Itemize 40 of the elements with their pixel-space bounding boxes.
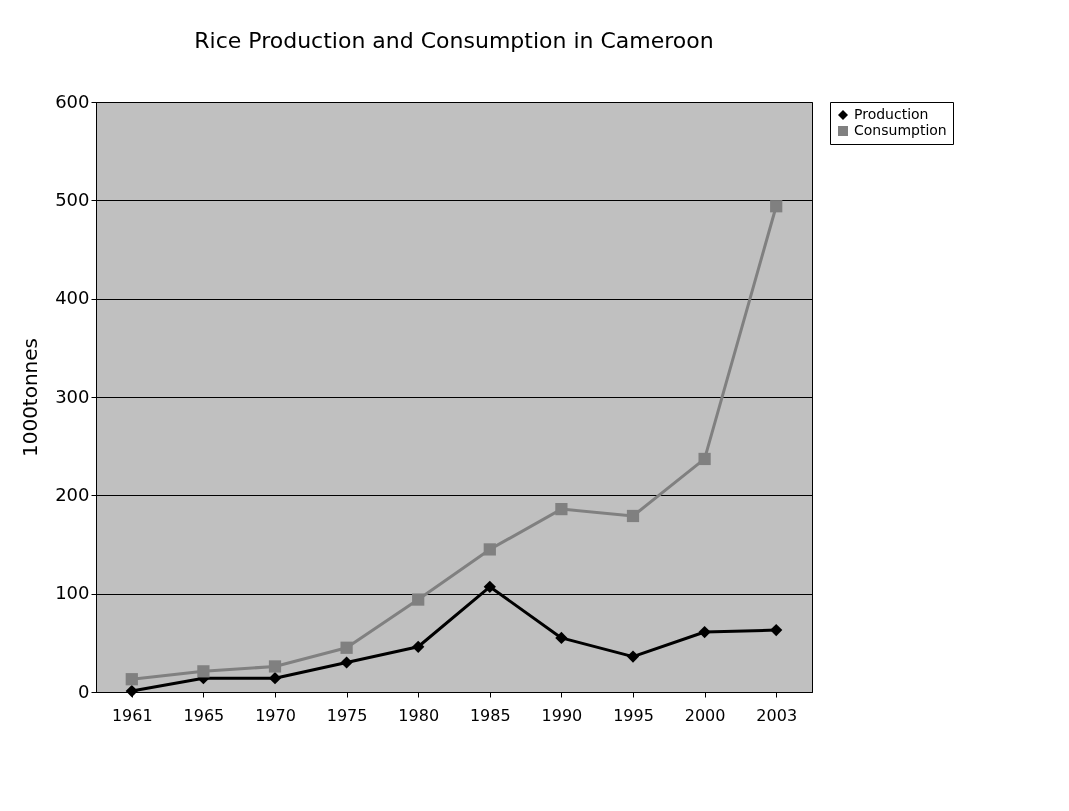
point [268, 672, 282, 685]
point [268, 660, 282, 673]
x-tick-label: 2000 [684, 705, 726, 725]
x-tick-label: 1961 [111, 705, 153, 725]
legend-label: Production [854, 106, 929, 122]
point [555, 502, 568, 516]
x-tick-label: 1985 [469, 705, 511, 725]
point [412, 640, 425, 653]
y-tick-label: 0 [78, 680, 90, 702]
x-tick-label: 1965 [183, 705, 225, 725]
y-tick-label: 500 [55, 188, 90, 210]
x-tick-label: 1980 [398, 705, 440, 725]
y-axis-title: 1000tonnes [18, 337, 43, 458]
y-tick-label: 400 [55, 287, 90, 309]
point [698, 452, 711, 466]
y-tick-label: 600 [55, 90, 90, 112]
x-tick-label: 1995 [613, 705, 654, 725]
point [698, 625, 711, 639]
x-tick-label: 2003 [756, 705, 798, 725]
legend-label: Consumption [854, 122, 947, 138]
point [626, 650, 640, 663]
point [770, 200, 783, 213]
point [626, 509, 640, 523]
point [340, 641, 353, 654]
x-tick-label: 1970 [255, 705, 296, 725]
point [555, 631, 568, 645]
point [412, 593, 425, 606]
point [770, 623, 783, 637]
point [197, 665, 210, 678]
y-tick-label: 100 [55, 582, 90, 604]
y-tick-label: 200 [55, 483, 90, 505]
point [340, 656, 353, 669]
point [483, 580, 496, 593]
x-tick-label: 1975 [326, 705, 368, 725]
point [125, 673, 138, 686]
point [125, 684, 138, 698]
x-tick-label: 1990 [541, 705, 583, 725]
point [483, 543, 496, 556]
chart-title: Rice Production and Consumption in Cameroon [194, 28, 714, 53]
y-tick-label: 300 [55, 385, 90, 407]
